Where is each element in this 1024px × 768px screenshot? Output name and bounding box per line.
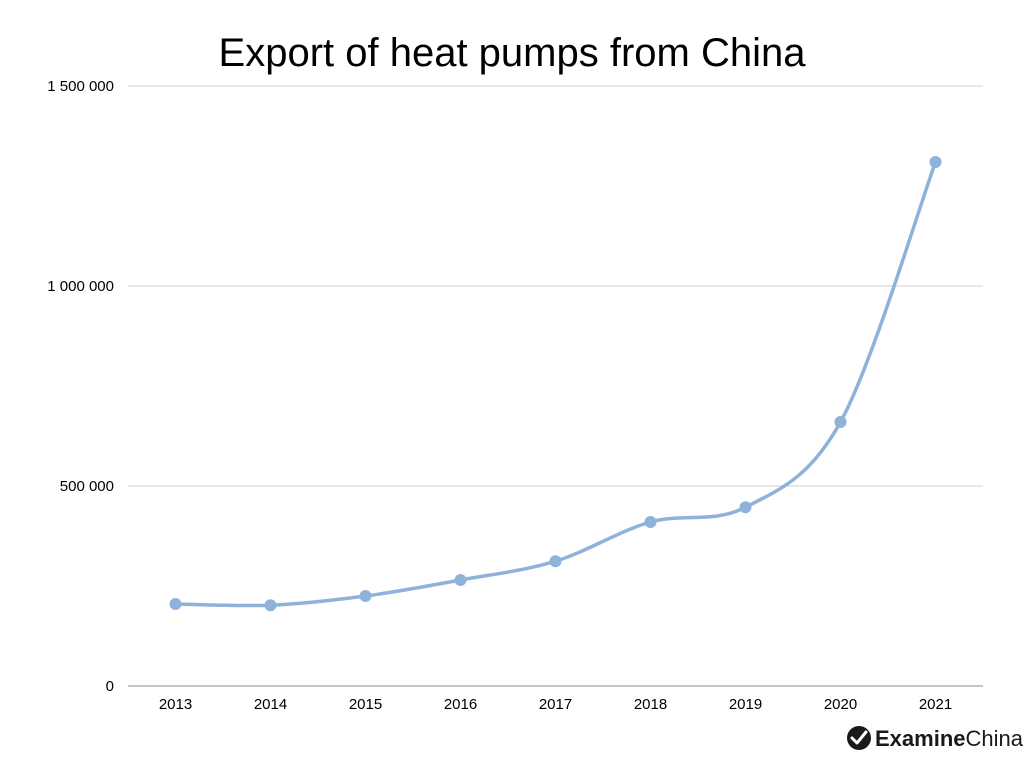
y-tick-label: 0 (106, 678, 114, 695)
data-point (549, 555, 562, 568)
brand-name-part2: China (966, 726, 1024, 751)
data-point (739, 501, 752, 514)
series (173, 160, 938, 608)
chart-title: Export of heat pumps from China (219, 31, 807, 75)
brand-logo: ExamineChina (847, 726, 1024, 751)
brand-name-part1: Examine (875, 726, 966, 751)
data-point (454, 574, 467, 586)
x-tick-label: 2019 (729, 696, 762, 713)
x-tick-label: 2013 (159, 696, 192, 713)
x-axis-tick-labels: 2013 2014 2015 2016 2017 2018 2019 2020 2021 (159, 696, 952, 713)
brand-name: ExamineChina (875, 726, 1024, 751)
data-point (929, 156, 942, 168)
x-tick-label: 2017 (539, 696, 572, 713)
x-tick-label: 2016 (444, 696, 477, 713)
data-point (359, 590, 372, 602)
check-circle-icon (847, 726, 871, 750)
x-tick-label: 2015 (349, 696, 382, 713)
series-line (173, 160, 938, 608)
y-axis-tick-labels: 0 500 000 1 000 000 1 500 000 (47, 78, 114, 695)
x-tick-label: 2021 (919, 696, 952, 713)
x-tick-label: 2014 (254, 696, 287, 713)
data-point (834, 416, 847, 428)
x-tick-label: 2020 (824, 696, 857, 713)
y-tick-label: 1 000 000 (47, 278, 114, 295)
y-tick-label: 1 500 000 (47, 78, 114, 95)
data-point (264, 599, 277, 612)
y-tick-label: 500 000 (60, 478, 114, 495)
data-point (169, 598, 182, 610)
x-tick-label: 2018 (634, 696, 667, 713)
gridlines (128, 85, 983, 487)
data-points (169, 156, 942, 612)
data-point (644, 516, 657, 528)
